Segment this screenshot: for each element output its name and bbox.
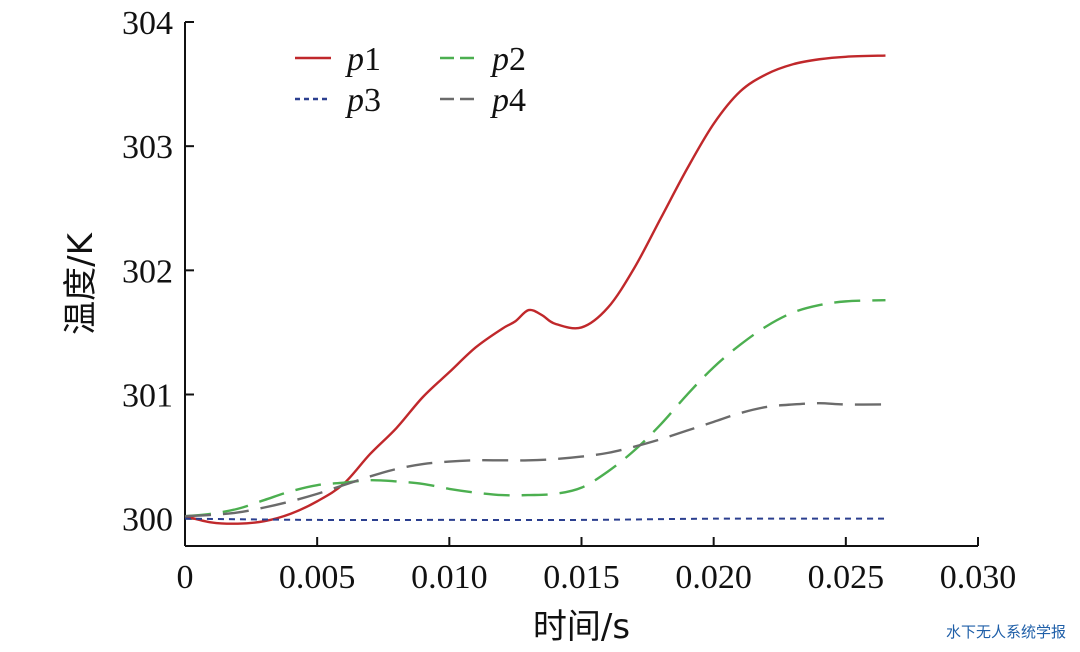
y-tick-label: 300 bbox=[122, 502, 173, 539]
chart-series bbox=[184, 54, 886, 525]
x-tick-label: 0.020 bbox=[675, 559, 752, 596]
x-tick-label: 0.030 bbox=[940, 559, 1017, 596]
series-line-p4 bbox=[184, 401, 886, 518]
chart-axes bbox=[184, 22, 978, 547]
x-tick-label: 0.010 bbox=[411, 559, 488, 596]
series-line-p3 bbox=[184, 517, 886, 522]
y-axis-title: 温度/K bbox=[61, 231, 101, 334]
y-tick-label: 303 bbox=[122, 129, 173, 166]
series-line-p1 bbox=[184, 54, 886, 525]
legend-label-p2: p2 bbox=[490, 41, 526, 78]
chart-ticks: 0 0.005 0.010 0.015 0.020 0.025 0.030 300 301 302… bbox=[122, 5, 1016, 596]
x-tick-label: 0.025 bbox=[808, 559, 885, 596]
y-tick-label: 301 bbox=[122, 378, 173, 415]
legend-label-p3: p3 bbox=[345, 82, 381, 119]
series-line-p2 bbox=[184, 298, 886, 518]
x-tick-label: 0 bbox=[177, 559, 194, 596]
legend-label-p4: p4 bbox=[490, 82, 526, 119]
x-axis-title: 时间/s bbox=[533, 607, 630, 647]
journal-watermark: 水下无人系统学报 bbox=[945, 623, 1066, 641]
y-tick-label: 302 bbox=[122, 253, 173, 290]
chart-legend: p1 p2 p3 p4 bbox=[295, 41, 526, 119]
y-tick-label: 304 bbox=[122, 5, 173, 42]
x-tick-label: 0.005 bbox=[279, 559, 356, 596]
legend-label-p1: p1 bbox=[345, 41, 381, 78]
x-tick-label: 0.015 bbox=[543, 559, 620, 596]
